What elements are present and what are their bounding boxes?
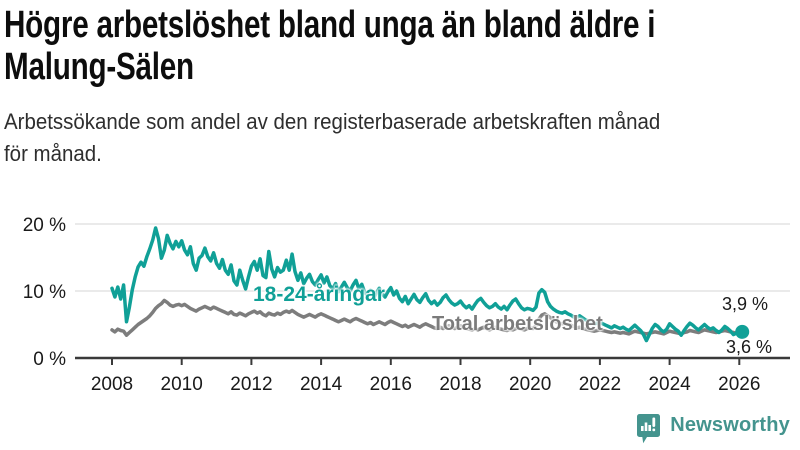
x-tick-label: 2014 [300, 374, 343, 395]
y-tick-label: 10 % [23, 282, 66, 303]
x-tick-label: 2026 [718, 374, 760, 395]
x-tick-label: 2022 [579, 374, 621, 395]
x-tick-label: 2020 [509, 374, 551, 395]
x-tick-label: 2016 [370, 374, 412, 395]
series-line [110, 298, 744, 337]
x-tick-label: 2010 [161, 374, 203, 395]
logo-bar-medium [648, 425, 652, 431]
subtitle-line-2: för månad. [4, 141, 102, 166]
x-tick-label: 2008 [91, 374, 133, 395]
end-value-label-total: 3,6 % [725, 337, 772, 357]
chart-subtitle: Arbetssökande som andel av den registerb… [4, 106, 800, 170]
logo-bar-small [641, 426, 644, 431]
title-line-2: Malung-Sälen [4, 46, 194, 88]
y-tick-label: 20 % [23, 215, 66, 236]
logo-bar-tall [644, 422, 648, 431]
newsworthy-logo-icon [637, 414, 661, 444]
series-label-18-24: 18-24-åringar [253, 283, 385, 306]
x-tick-label: 2012 [230, 374, 272, 395]
subtitle-line-1: Arbetssökande som andel av den registerb… [4, 109, 661, 134]
chart-header: Högre arbetslöshet bland unga än bland ä… [4, 4, 800, 170]
series-label-total: Total arbetslöshet [432, 313, 603, 335]
x-tick-label: 2018 [439, 374, 481, 395]
y-tick-label: 0 % [33, 349, 66, 370]
logo-exclamation-stem [652, 417, 656, 427]
title-line-1: Högre arbetslöshet bland unga än bland ä… [4, 4, 656, 46]
page-title: Högre arbetslöshet bland unga än bland ä… [4, 4, 800, 88]
logo-exclamation-dot [652, 428, 656, 432]
end-value-label-18-24: 3,9 % [721, 294, 768, 314]
brand-name: Newsworthy [670, 413, 790, 436]
newsworthy-logo[interactable]: Newsworthy [636, 413, 790, 445]
x-tick-label: 2024 [648, 374, 691, 395]
series-line [110, 226, 744, 343]
